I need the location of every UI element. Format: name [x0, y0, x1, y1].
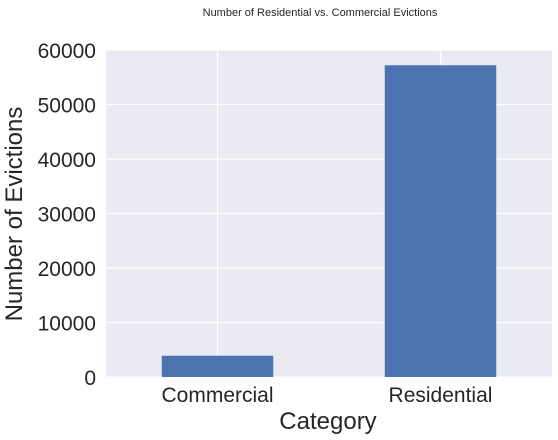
bars: [161, 65, 497, 377]
y-tick-labels: 0 10000 20000 30000 40000 50000 60000: [38, 40, 96, 390]
y-tick-label: 50000: [38, 95, 96, 118]
x-tick-label: Residential: [389, 384, 493, 407]
y-tick-label: 60000: [38, 40, 96, 63]
x-axis-label: Category: [279, 408, 376, 435]
y-tick-label: 40000: [38, 149, 96, 172]
y-tick-label: 10000: [38, 313, 96, 336]
chart-title: Number of Residential vs. Commercial Evi…: [203, 7, 438, 19]
x-tick-label: Commercial: [161, 384, 273, 407]
y-tick-label: 30000: [38, 204, 96, 227]
y-axis-label: Number of Evictions: [1, 107, 28, 322]
bar-commercial: [161, 355, 274, 377]
bar-residential: [384, 65, 497, 377]
x-tick-labels: Commercial Residential: [161, 384, 492, 407]
y-tick-label: 20000: [38, 258, 96, 281]
y-tick-label: 0: [84, 367, 96, 390]
